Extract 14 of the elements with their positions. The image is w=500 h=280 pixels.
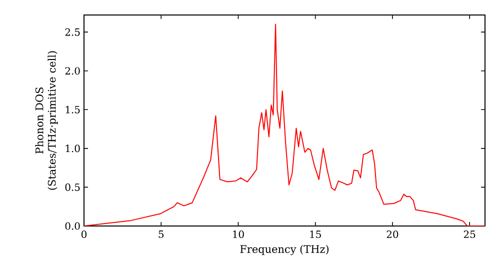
y-tick-label: 1.0 bbox=[66, 144, 80, 152]
y-tick-label: 0.5 bbox=[65, 183, 80, 191]
x-tick-label: 0 bbox=[81, 230, 87, 238]
x-tick-label: 15 bbox=[310, 230, 321, 238]
y-tick-label: 0.0 bbox=[65, 222, 80, 230]
y-tick-label: 2.0 bbox=[65, 67, 80, 75]
y-tick-label: 1.5 bbox=[66, 106, 80, 114]
x-tick-label: 5 bbox=[158, 230, 164, 238]
x-tick-label: 20 bbox=[386, 230, 398, 238]
y-axis-title: Phonon DOS (States/THz·primitive cell) bbox=[35, 51, 58, 190]
x-tick-label: 25 bbox=[464, 230, 476, 238]
x-tick-label: 10 bbox=[233, 230, 244, 238]
x-axis-title: Frequency (THz) bbox=[240, 244, 329, 256]
y-tick-label: 2.5 bbox=[65, 28, 80, 36]
